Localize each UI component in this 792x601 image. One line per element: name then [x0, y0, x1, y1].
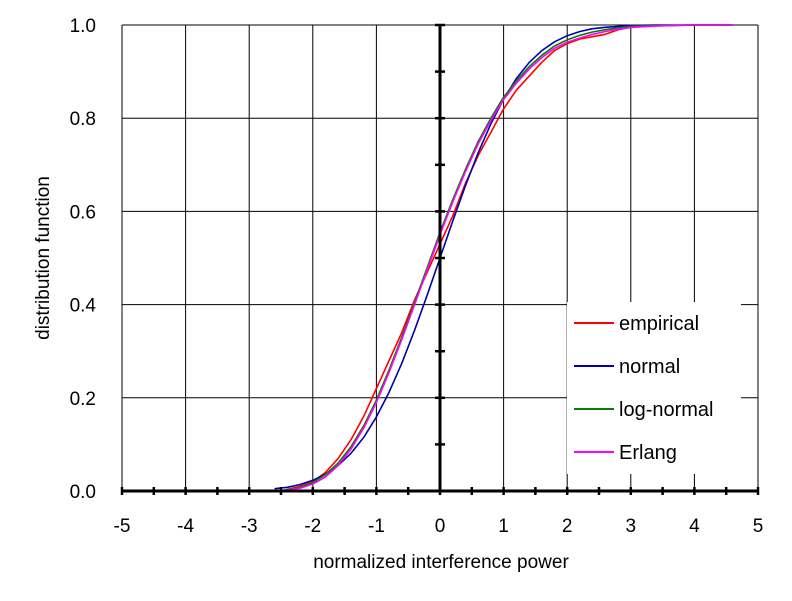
legend-label-Erlang: Erlang — [619, 442, 677, 464]
y-tick-label-2: 0.4 — [70, 296, 97, 317]
x-tick-label-0: -5 — [114, 516, 131, 537]
legend-label-normal: normal — [619, 356, 680, 378]
series-line-Erlang — [280, 24, 733, 492]
x-tick-label-1: -4 — [177, 516, 194, 537]
x-tick-label-8: 3 — [626, 516, 637, 537]
x-tick-label-3: -2 — [304, 516, 321, 537]
y-tick-label-3: 0.6 — [70, 202, 96, 223]
y-tick-label-1: 0.2 — [70, 389, 96, 410]
legend-label-empirical: empirical — [619, 313, 699, 335]
y-tick-label-0: 0.0 — [70, 482, 96, 503]
series-lines — [274, 24, 733, 492]
series-line-empirical — [280, 24, 733, 492]
axes — [120, 23, 760, 495]
x-tick-label-10: 5 — [753, 516, 764, 537]
series-line-log-normal — [280, 24, 733, 492]
x-tick-label-2: -3 — [241, 516, 258, 537]
y-tick-label-5: 1.0 — [70, 16, 96, 37]
legend-box — [567, 302, 741, 474]
y-tick-label-4: 0.8 — [70, 109, 96, 130]
legend-label-log-normal: log-normal — [619, 399, 713, 421]
x-tick-label-6: 1 — [498, 516, 509, 537]
legend: empirical normal log-normal Erlang — [567, 302, 741, 474]
x-axis-title: normalized interference power — [313, 552, 569, 573]
x-tick-label-5: 0 — [435, 516, 446, 537]
y-tick-labels: 0.0 0.2 0.4 0.6 0.8 1.0 — [70, 16, 97, 503]
x-tick-label-7: 2 — [562, 516, 573, 537]
x-tick-labels: -5 -4 -3 -2 -1 0 1 2 3 4 5 — [114, 516, 764, 537]
x-tick-label-9: 4 — [689, 516, 700, 537]
y-axis-title: distribution function — [33, 176, 54, 340]
x-tick-label-4: -1 — [368, 516, 385, 537]
